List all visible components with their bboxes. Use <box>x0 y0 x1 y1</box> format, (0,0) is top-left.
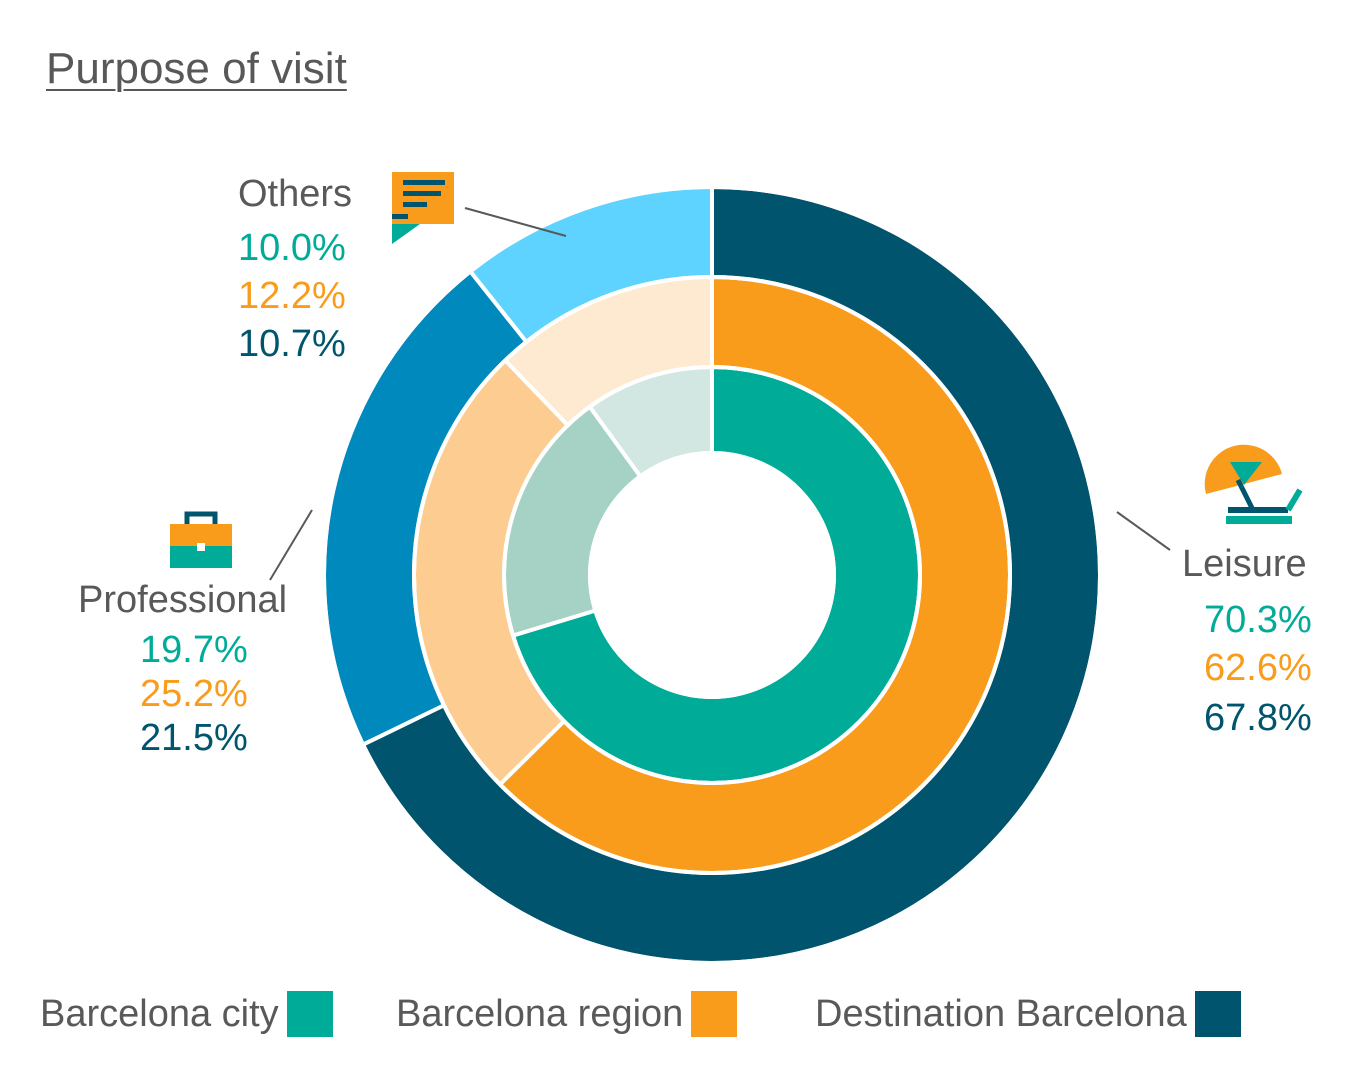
ring-separator-3 <box>322 185 1102 965</box>
legend-item-destination: Destination Barcelona <box>815 990 1241 1038</box>
legend-label-region: Barcelona region <box>396 992 684 1035</box>
professional-region-value: 25.2% <box>140 673 248 715</box>
legend-label-city: Barcelona city <box>40 992 279 1035</box>
leisure-leader-line <box>1116 511 1171 551</box>
professional-label: Professional <box>78 579 288 621</box>
others-label: Others <box>238 173 353 215</box>
ring-separator-1 <box>502 365 922 785</box>
chat-bubble-icon <box>392 172 454 244</box>
others-region-value: 12.2% <box>238 275 346 317</box>
others-destination-value: 10.7% <box>238 323 346 365</box>
leisure-label: Leisure <box>1182 543 1307 585</box>
professional-destination-value: 21.5% <box>140 717 248 759</box>
others-city-value: 10.0% <box>238 227 346 269</box>
beach-umbrella-icon <box>1204 444 1303 524</box>
legend-swatch-city <box>286 991 333 1037</box>
rings-group <box>322 184 1102 965</box>
legend-item-city: Barcelona city <box>40 990 333 1038</box>
ring-separator-0 <box>588 451 836 699</box>
professional-city-value: 19.7% <box>140 629 248 671</box>
ring-separator-2 <box>412 275 1012 875</box>
professional-leader-line <box>269 509 313 581</box>
legend-swatch-region <box>691 991 738 1037</box>
legend-item-region: Barcelona region <box>396 990 738 1038</box>
chart-title: Purpose of visit <box>46 44 347 93</box>
others-leader-line <box>464 207 567 237</box>
legend-swatch-destination <box>1194 991 1241 1037</box>
legend-label-destination: Destination Barcelona <box>815 992 1187 1035</box>
leisure-city-value: 70.3% <box>1204 599 1312 641</box>
leisure-destination-value: 67.8% <box>1204 697 1312 739</box>
leisure-region-value: 62.6% <box>1204 647 1312 689</box>
briefcase-icon <box>170 511 232 568</box>
